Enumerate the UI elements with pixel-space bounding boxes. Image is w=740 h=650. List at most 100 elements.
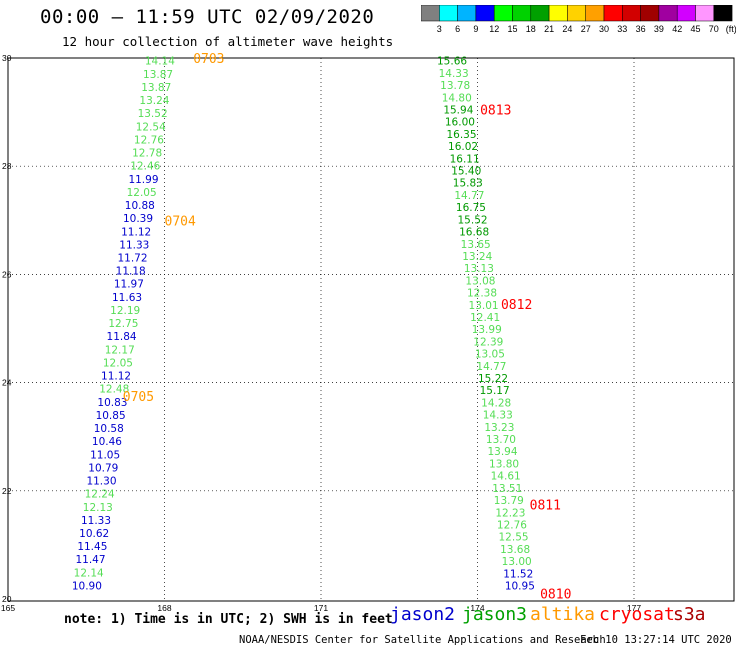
wave-height-value: 10.88 [125,200,155,212]
wave-height-value: 10.85 [96,410,126,422]
wave-height-value: 13.00 [502,556,532,568]
wave-height-value: 13.80 [489,458,519,470]
wave-height-value: 12.76 [134,134,164,146]
wave-height-value: 13.99 [472,324,502,336]
wave-height-value: 10.58 [94,423,124,435]
wave-height-value: 12.46 [130,161,160,173]
scale-label: 15 [507,24,517,34]
scale-unit: (ft) [726,24,736,34]
wave-height-value: 12.48 [99,384,129,396]
legend-jason2: jason2 [390,604,456,625]
wave-height-value: 13.78 [440,80,470,92]
scale-label: 30 [599,24,609,34]
wave-height-value: 13.08 [465,275,495,287]
scale-label: 18 [526,24,536,34]
wave-height-value: 15.94 [443,105,473,117]
wave-height-value: 11.47 [75,554,105,566]
scale-label: 45 [690,24,700,34]
wave-height-value: 11.33 [119,239,149,251]
y-tick-label: 22 [2,486,12,496]
wave-height-value: 11.99 [128,174,158,186]
scale-label: 3 [437,24,442,34]
wave-height-value: 13.68 [500,544,530,556]
y-tick-label: 26 [2,269,12,279]
wave-height-value: 10.95 [505,580,535,592]
y-tick-label: 24 [2,378,12,388]
pass-time-label: 0705 [123,390,154,405]
wave-height-value: 12.75 [108,318,138,330]
wave-height-value: 12.54 [136,121,166,133]
wave-height-value: 11.12 [121,226,151,238]
wave-height-value: 13.24 [462,251,492,263]
legend-s3a: s3a [673,604,706,625]
wave-height-value: 11.33 [81,515,111,527]
wave-height-value: 10.79 [88,462,118,474]
wave-height-value: 12.38 [467,288,497,300]
wave-height-value: 16.11 [450,153,480,165]
x-tick-label: 168 [157,603,171,613]
pass-time-label: 0813 [480,103,511,118]
wave-height-value: 12.05 [103,357,133,369]
wave-height-value: 13.65 [461,239,491,251]
wave-height-value: 14.14 [145,56,175,68]
wave-height-value: 12.23 [495,507,525,519]
pass-time-label: 0704 [165,214,196,229]
wave-height-value: 13.52 [138,108,168,120]
footer-credit: NOAA/NESDIS Center for Satellite Applica… [239,634,606,646]
wave-height-value: 15.83 [453,178,483,190]
wave-height-value: 11.72 [117,252,147,264]
wave-height-value: 14.61 [491,471,521,483]
wave-height-value: 10.39 [123,213,153,225]
wave-height-value: 12.39 [473,336,503,348]
note-text: note: 1) Time is in UTC; 2) SWH is in fe… [64,612,393,627]
pass-time-label: 0703 [193,52,224,67]
wave-height-value: 16.02 [448,141,478,153]
y-tick-label: 28 [2,161,12,171]
wave-height-value: 11.05 [90,449,120,461]
wave-height-value: 11.84 [107,331,137,343]
wave-height-value: 14.28 [481,397,511,409]
pass-time-label: 0810 [540,588,571,603]
wave-height-value: 11.52 [503,568,533,580]
wave-height-value: 12.14 [74,567,104,579]
scale-label: 12 [489,24,499,34]
scale-label: 24 [562,24,572,34]
wave-height-value: 10.83 [97,397,127,409]
wave-height-value: 16.68 [459,227,489,239]
wave-height-value: 13.94 [487,446,517,458]
wave-height-value: 15.17 [480,385,510,397]
pass-time-label: 0811 [530,498,561,513]
scale-label: 9 [473,24,478,34]
wave-height-value: 15.52 [458,214,488,226]
wave-height-value: 11.63 [112,292,142,304]
wave-height-value: 16.35 [446,129,476,141]
wave-height-value: 15.66 [437,56,467,68]
wave-height-value: 16.75 [456,202,486,214]
pass-time-label: 0812 [501,298,532,313]
y-tick-label: 20 [2,594,12,604]
wave-height-value: 15.22 [478,373,508,385]
wave-height-value: 13.05 [475,349,505,361]
wave-height-value: 14.33 [439,68,469,80]
wave-height-value: 12.19 [110,305,140,317]
wave-height-value: 13.79 [494,495,524,507]
wave-height-value: 11.12 [101,371,131,383]
scale-label: 70 [709,24,719,34]
wave-height-value: 13.87 [141,82,171,94]
x-tick-label: 177 [627,603,641,613]
x-tick-label: 174 [470,603,484,613]
wave-height-value: 10.90 [72,580,102,592]
wave-height-value: 13.51 [492,483,522,495]
wave-height-value: 12.24 [85,489,115,501]
scale-label: 33 [617,24,627,34]
wave-height-value: 15.40 [451,166,481,178]
legend-jason3: jason3 [462,604,528,625]
wave-height-value: 13.70 [486,434,516,446]
wave-height-value: 10.62 [79,528,109,540]
wave-height-value: 12.05 [127,187,157,199]
legend-cryosat: cryosat [599,604,675,625]
wave-height-color-scale: 3 6 9 12 15 18 21 24 27 30 33 36 39 42 45 70 (ft) [421,5,736,34]
wave-height-value: 11.45 [77,541,107,553]
scale-label: 6 [455,24,460,34]
